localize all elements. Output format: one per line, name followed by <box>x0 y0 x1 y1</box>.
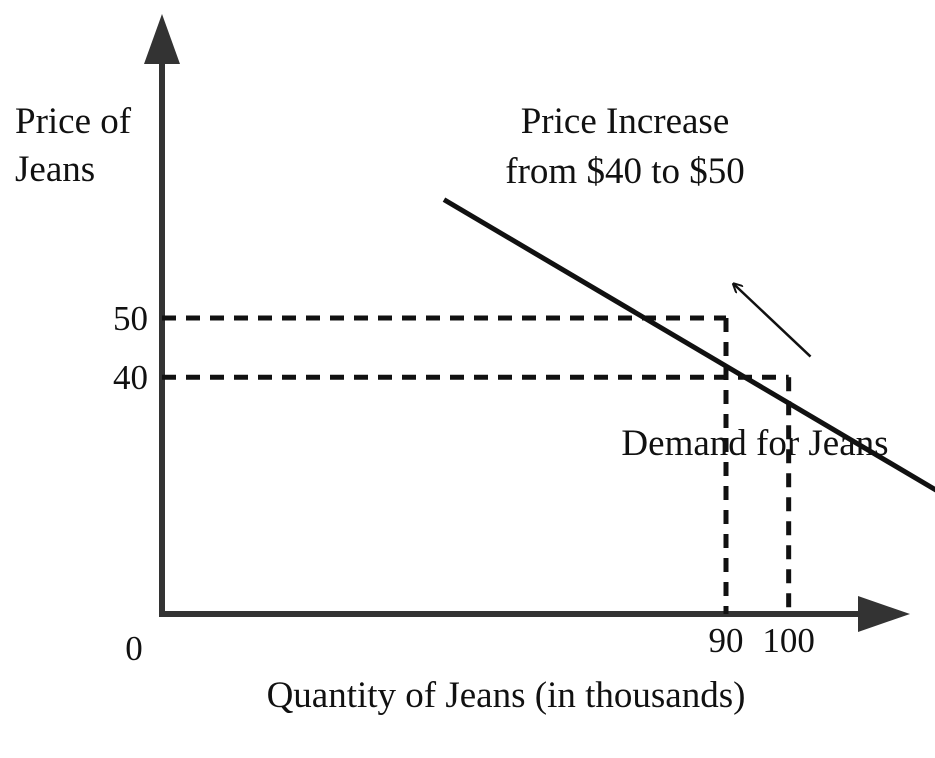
chart-title-line2: from $40 to $50 <box>505 151 744 192</box>
chart-marks: 50 90 40 100 <box>113 197 935 660</box>
movement-arrow <box>734 284 812 358</box>
y-tick-label: 50 <box>113 299 148 338</box>
x-tick-label: 100 <box>762 621 815 660</box>
y-axis-label-line2: Jeans <box>15 149 95 190</box>
series-label-demand: Demand for Jeans <box>621 423 888 464</box>
x-tick-label: 90 <box>709 621 744 660</box>
origin-label: 0 <box>125 629 143 668</box>
y-tick-label: 40 <box>113 358 148 397</box>
y-axis-label-line1: Price of <box>15 101 132 142</box>
y-axis-arrowhead <box>144 14 180 64</box>
x-axis-label: Quantity of Jeans (in thousands) <box>267 675 746 716</box>
chart-title-line1: Price Increase <box>521 101 730 142</box>
x-axis-arrowhead <box>858 596 910 632</box>
demand-curve <box>442 197 935 493</box>
